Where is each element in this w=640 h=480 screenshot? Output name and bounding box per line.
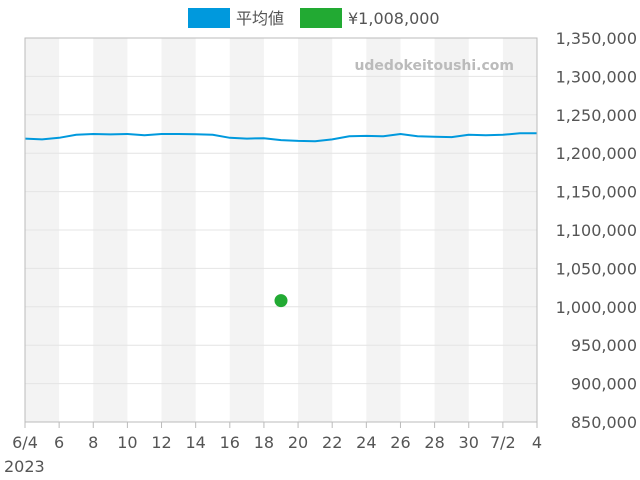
y-tick-label: 950,000 <box>571 336 637 355</box>
y-tick-label: 1,250,000 <box>556 106 637 125</box>
y-axis-ticks: 850,000 900,000 950,000 1,000,000 1,050,000 1… <box>556 29 637 432</box>
x-tick-label: 26 <box>390 433 410 452</box>
x-tick-label: 8 <box>88 433 98 452</box>
y-tick-label: 1,200,000 <box>556 144 637 163</box>
x-axis-ticks: 6/4 2023 6 8 10 12 14 16 18 20 22 24 26 28 30 7/2 4 <box>4 422 542 476</box>
x-tick-label: 30 <box>459 433 479 452</box>
plot-frame <box>24 37 538 423</box>
axes <box>24 37 538 423</box>
y-tick-label: 1,150,000 <box>556 183 637 202</box>
legend-swatch-price[interactable] <box>300 8 342 28</box>
legend: 平均値 ¥1,008,000 <box>188 8 440 28</box>
x-tick-label: 12 <box>151 433 171 452</box>
x-tick-label: 10 <box>117 433 137 452</box>
x-tick-label: 6 <box>54 433 64 452</box>
y-tick-label: 1,000,000 <box>556 298 637 317</box>
legend-label-average[interactable]: 平均値 <box>236 9 284 28</box>
x-tick-label: 20 <box>288 433 308 452</box>
legend-swatch-average[interactable] <box>188 8 230 28</box>
series-layer <box>24 132 537 308</box>
x-tick-year-label: 2023 <box>4 457 45 476</box>
x-tick-label: 4 <box>532 433 542 452</box>
y-tick-label: 900,000 <box>571 375 637 394</box>
legend-label-price[interactable]: ¥1,008,000 <box>348 9 440 28</box>
x-tick-label: 18 <box>254 433 274 452</box>
x-tick-label: 14 <box>185 433 205 452</box>
x-tick-label: 7/2 <box>490 433 516 452</box>
x-tick-label: 22 <box>322 433 342 452</box>
x-tick-label: 24 <box>356 433 376 452</box>
series-line-average <box>24 132 537 143</box>
y-tick-label: 1,300,000 <box>556 67 637 86</box>
y-tick-label: 1,050,000 <box>556 259 637 278</box>
y-tick-label: 850,000 <box>571 413 637 432</box>
watermark-text: udedokeitoushi.com <box>354 58 514 74</box>
y-tick-label: 1,100,000 <box>556 221 637 240</box>
y-tick-label: 1,350,000 <box>556 29 637 48</box>
data-point-price[interactable] <box>274 294 288 308</box>
x-tick-label: 6/4 <box>12 433 38 452</box>
x-tick-label: 16 <box>220 433 240 452</box>
x-tick-label: 28 <box>424 433 444 452</box>
